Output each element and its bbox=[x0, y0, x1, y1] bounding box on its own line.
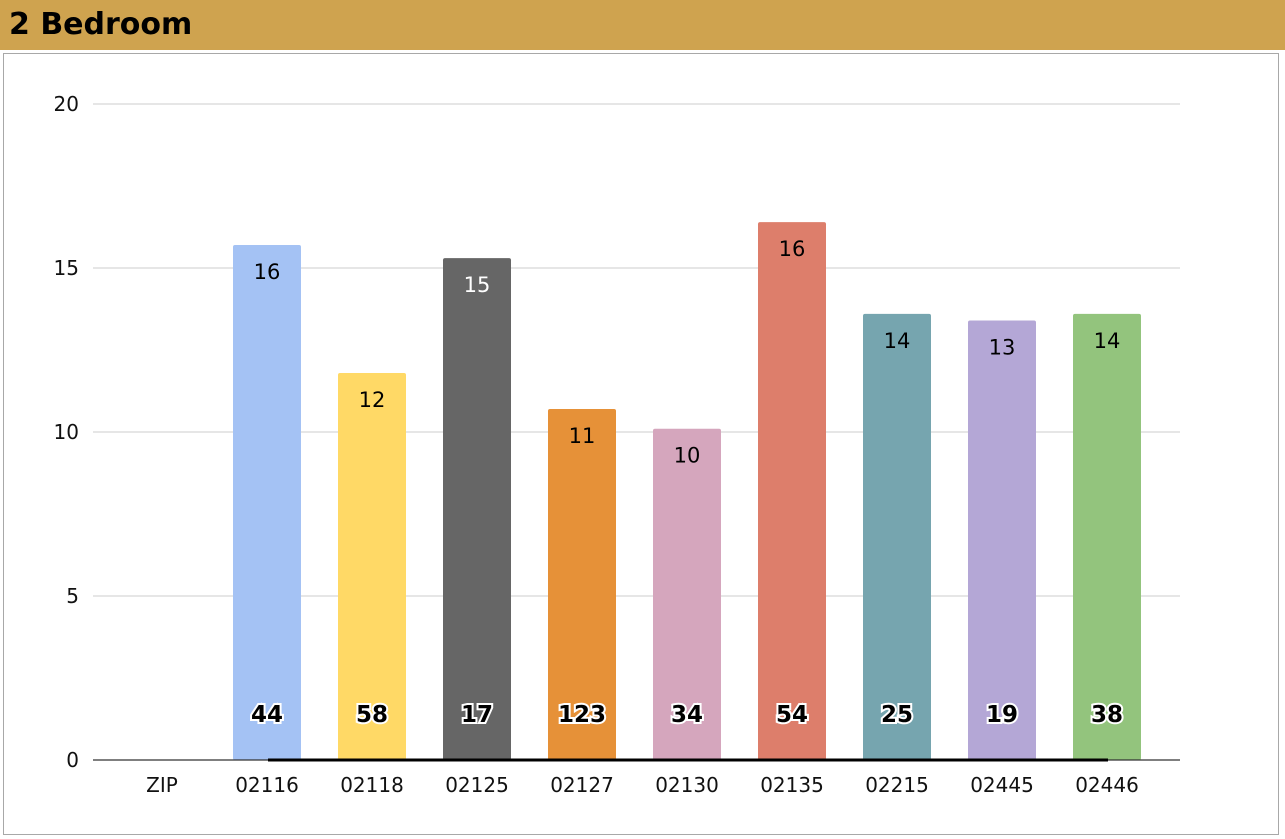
bar-02118 bbox=[338, 372, 406, 760]
bar-count-label: 58 bbox=[356, 702, 388, 728]
x-tick-label: ZIP bbox=[146, 773, 178, 797]
x-tick-label: 02446 bbox=[1075, 773, 1139, 797]
y-tick-label: 5 bbox=[66, 584, 79, 608]
bar-value-label: 15 bbox=[464, 273, 491, 297]
bar-value-label: 13 bbox=[989, 335, 1016, 359]
x-tick-label: 02135 bbox=[760, 773, 824, 797]
bar-02446 bbox=[1073, 313, 1141, 760]
bar-count-label: 17 bbox=[461, 702, 493, 728]
bar-02215 bbox=[863, 313, 931, 760]
y-tick-label: 15 bbox=[54, 256, 79, 280]
x-tick-label: 02130 bbox=[655, 773, 719, 797]
bar-value-label: 16 bbox=[254, 260, 281, 284]
bar-count-label: 34 bbox=[671, 702, 703, 728]
bars: 16 44 12 58 15 17 11 123 10 34 16 54 14 25 13 19 14 38 bbox=[233, 222, 1141, 761]
bar-02130 bbox=[653, 428, 721, 760]
bar-count-label: 38 bbox=[1091, 702, 1123, 728]
bar-count-label: 123 bbox=[558, 702, 606, 728]
bar-value-label: 12 bbox=[359, 388, 386, 412]
bar-count-label: 54 bbox=[776, 702, 808, 728]
x-tick-label: 02215 bbox=[865, 773, 929, 797]
x-tick-label: 02127 bbox=[550, 773, 614, 797]
bar-value-label: 16 bbox=[779, 237, 806, 261]
bar-value-label: 11 bbox=[569, 424, 596, 448]
bar-count-label: 25 bbox=[881, 702, 913, 728]
x-tick-label: 02125 bbox=[445, 773, 509, 797]
chart-title: 2 Bedroom bbox=[9, 7, 193, 42]
bar-02125 bbox=[443, 258, 511, 760]
y-tick-label: 0 bbox=[66, 748, 79, 772]
chart-header: 2 Bedroom bbox=[0, 0, 1285, 50]
y-tick-label: 10 bbox=[54, 420, 79, 444]
y-axis-ticks: 0 5 10 15 20 bbox=[54, 92, 79, 772]
bar-value-label: 14 bbox=[884, 329, 911, 353]
bar-value-label: 14 bbox=[1094, 329, 1121, 353]
x-tick-label: 02445 bbox=[970, 773, 1034, 797]
bar-02127 bbox=[548, 409, 616, 760]
bar-value-label: 10 bbox=[674, 444, 701, 468]
bar-02445 bbox=[968, 320, 1036, 760]
bar-count-label: 19 bbox=[986, 702, 1018, 728]
bar-02116 bbox=[233, 245, 301, 761]
bar-count-label: 44 bbox=[251, 702, 283, 728]
x-axis-ticks: ZIP 02116 02118 02125 02127 02130 02135 02215 02… bbox=[146, 773, 1139, 797]
chart-frame bbox=[3, 53, 1279, 835]
bar-02135 bbox=[758, 222, 826, 760]
x-tick-label: 02118 bbox=[340, 773, 404, 797]
y-tick-label: 20 bbox=[54, 92, 79, 116]
x-tick-label: 02116 bbox=[235, 773, 299, 797]
